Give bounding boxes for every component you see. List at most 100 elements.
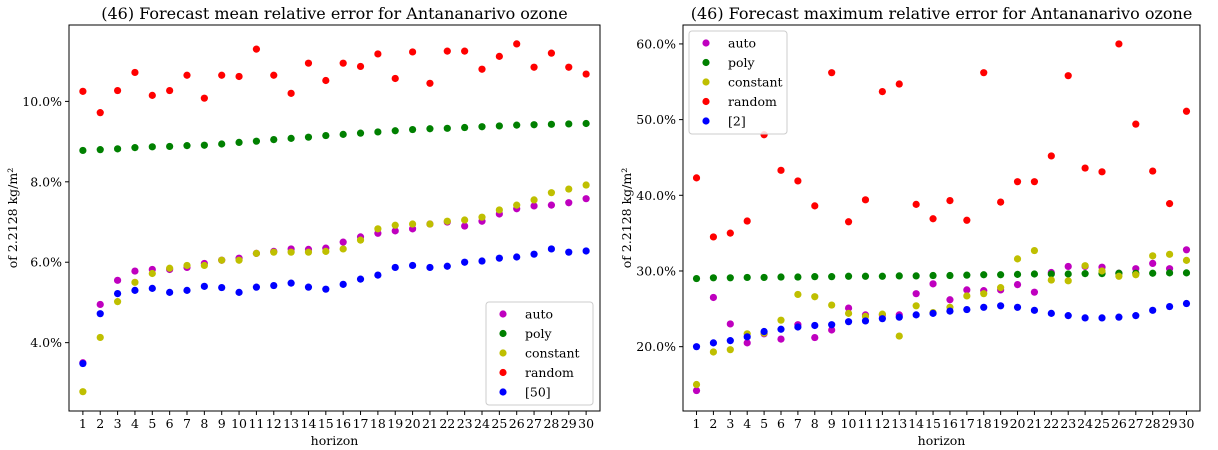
data-point <box>252 249 261 257</box>
data-point <box>1165 250 1174 258</box>
data-point <box>252 283 261 291</box>
data-point <box>1047 152 1055 160</box>
data-point <box>148 284 156 292</box>
data-point <box>391 127 399 135</box>
data-point <box>513 201 521 209</box>
data-point <box>582 195 590 203</box>
x-tick-label: 21 <box>1026 416 1042 431</box>
data-point <box>1098 314 1106 322</box>
data-point <box>828 321 836 329</box>
data-point <box>878 315 886 323</box>
data-point <box>1149 167 1157 175</box>
data-point <box>777 273 785 281</box>
series-random <box>692 40 1191 241</box>
data-point <box>339 245 347 253</box>
data-point <box>200 261 208 270</box>
data-point <box>1149 259 1157 268</box>
data-point <box>565 185 573 193</box>
data-point <box>79 87 87 95</box>
data-point <box>96 146 104 154</box>
data-point <box>760 273 768 282</box>
data-point <box>1081 314 1089 322</box>
x-tick-label: 22 <box>439 416 455 431</box>
data-point <box>79 146 87 155</box>
data-point <box>692 380 701 389</box>
legend-label: constant <box>728 75 783 90</box>
data-point <box>547 245 556 253</box>
data-point <box>565 120 573 128</box>
data-point <box>1149 269 1157 277</box>
data-point <box>79 359 87 368</box>
data-point <box>339 130 347 138</box>
data-point <box>426 220 434 228</box>
x-tick-label: 2 <box>709 416 717 431</box>
data-point <box>131 286 139 294</box>
data-point <box>726 337 734 345</box>
data-point <box>828 273 836 281</box>
data-point <box>692 274 701 283</box>
data-point <box>322 247 330 255</box>
data-point <box>1013 255 1022 263</box>
data-point <box>113 86 122 95</box>
data-point <box>218 283 226 292</box>
legend-marker <box>499 349 507 357</box>
x-tick-label: 6 <box>166 416 174 431</box>
data-point <box>461 123 469 132</box>
data-point <box>844 272 853 280</box>
x-tick-label: 26 <box>509 416 525 431</box>
data-point <box>844 309 853 317</box>
series-constant <box>79 181 590 396</box>
data-point <box>200 282 208 290</box>
x-tick-label: 20 <box>405 416 421 431</box>
data-point <box>96 300 104 309</box>
legend: auto poly constant random [50] <box>485 301 594 406</box>
axes-frame <box>68 24 601 412</box>
data-point <box>148 143 156 151</box>
data-point <box>478 65 486 73</box>
data-point <box>1165 302 1174 311</box>
legend-label: [50] <box>525 385 551 400</box>
x-tick-label: 18 <box>370 416 386 431</box>
data-point <box>461 222 469 230</box>
data-point <box>582 70 590 78</box>
data-point <box>1081 164 1089 172</box>
data-point <box>1064 270 1072 278</box>
x-tick-label: 1 <box>693 416 701 431</box>
x-tick-label: 8 <box>200 416 208 431</box>
series-[50] <box>79 245 590 368</box>
data-point <box>963 286 971 294</box>
data-point <box>692 343 701 351</box>
data-point <box>235 72 243 81</box>
data-point <box>461 216 469 224</box>
x-tick-label: 25 <box>491 416 507 431</box>
x-tick-label: 17 <box>959 416 975 431</box>
x-tick-label: 27 <box>526 416 542 431</box>
data-point <box>270 71 278 79</box>
data-point <box>811 202 819 210</box>
legend-marker <box>499 310 507 318</box>
data-point <box>726 320 734 328</box>
data-point <box>478 123 486 131</box>
data-point <box>828 326 836 334</box>
x-tick-label: 12 <box>874 416 890 431</box>
data-point <box>166 288 174 296</box>
x-tick-label: 6 <box>777 416 785 431</box>
data-point <box>235 288 243 296</box>
data-point <box>374 50 382 58</box>
x-tick-label: 20 <box>1010 416 1026 431</box>
data-point <box>287 279 295 287</box>
x-tick-label: 29 <box>561 416 577 431</box>
data-point <box>1064 312 1072 320</box>
data-point <box>426 79 434 87</box>
series-random <box>79 40 590 117</box>
data-point <box>777 325 785 333</box>
data-point <box>980 290 988 298</box>
data-point <box>709 293 718 302</box>
data-point <box>270 135 278 144</box>
x-tick-label: 3 <box>726 416 734 431</box>
data-point <box>1030 306 1039 314</box>
legend-marker <box>499 368 507 377</box>
x-tick-label: 24 <box>474 416 490 431</box>
data-point <box>743 339 751 347</box>
